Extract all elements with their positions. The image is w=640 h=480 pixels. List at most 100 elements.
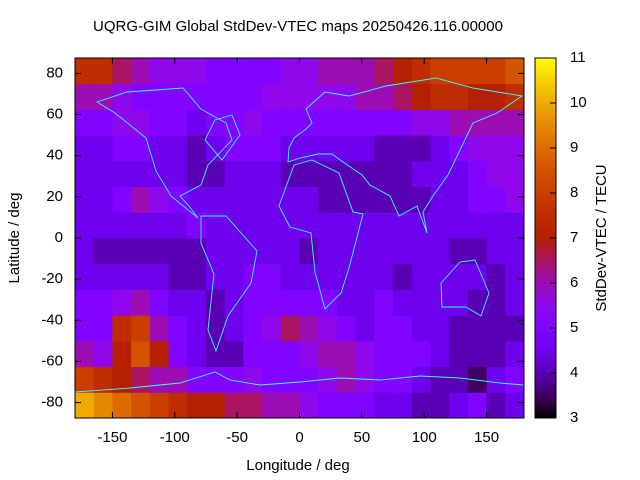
heatmap-cell	[486, 135, 506, 162]
heatmap-cell	[430, 315, 450, 342]
heatmap-cell	[374, 392, 394, 419]
heatmap-cell	[205, 238, 226, 265]
heatmap-cell	[224, 160, 244, 188]
heatmap-cell	[505, 212, 525, 239]
heatmap-cell	[449, 289, 469, 316]
heatmap-cell	[168, 315, 188, 342]
heatmap-cell	[243, 392, 263, 419]
heatmap-cell	[430, 186, 450, 213]
heatmap-cell	[299, 263, 319, 290]
y-tick-label: 60	[46, 106, 63, 123]
heatmap-cell	[262, 340, 282, 368]
heatmap-cell	[374, 340, 394, 368]
heatmap-cell	[393, 366, 413, 393]
heatmap-cell	[112, 160, 132, 188]
heatmap-cell	[393, 263, 413, 290]
heatmap-cell	[262, 212, 282, 239]
heatmap-cell	[280, 392, 300, 419]
heatmap-cell	[449, 58, 469, 85]
heatmap-cell	[149, 263, 170, 290]
colorbar-tick-label: 10	[570, 94, 587, 111]
heatmap-cell	[411, 212, 431, 239]
heatmap-cell	[486, 109, 506, 136]
heatmap-cell	[318, 263, 338, 290]
heatmap-cell	[149, 340, 170, 368]
heatmap-cell	[299, 83, 319, 110]
heatmap-cell	[75, 392, 95, 419]
heatmap-cell	[224, 238, 244, 265]
x-tick-label: 50	[354, 429, 371, 446]
heatmap-cell	[93, 263, 113, 290]
heatmap-cell	[336, 392, 357, 419]
heatmap-cell	[243, 135, 263, 162]
heatmap-cell	[93, 366, 113, 393]
heatmap-cell	[318, 160, 338, 188]
heatmap-cell	[112, 340, 132, 368]
heatmap-cell	[93, 186, 113, 213]
heatmap-cell	[411, 186, 431, 213]
heatmap-cell	[411, 289, 431, 316]
heatmap-cell	[449, 212, 469, 239]
heatmap-cell	[449, 109, 469, 136]
heatmap-cell	[131, 392, 151, 419]
heatmap-cell	[168, 392, 188, 419]
heatmap-cell	[243, 83, 263, 110]
heatmap-cell	[318, 135, 338, 162]
heatmap-cell	[205, 315, 226, 342]
x-tick-label: -50	[226, 429, 248, 446]
heatmap-cell	[486, 366, 506, 393]
heatmap-cell	[93, 289, 113, 316]
heatmap-cell	[374, 315, 394, 342]
heatmap-cell	[243, 58, 263, 85]
heatmap-cell	[486, 186, 506, 213]
heatmap-cell	[205, 186, 226, 213]
heatmap-cell	[486, 289, 506, 316]
heatmap-cell	[149, 212, 170, 239]
heatmap-cell	[355, 238, 375, 265]
heatmap-cell	[187, 238, 207, 265]
heatmap-cell	[112, 289, 132, 316]
heatmap-cell	[112, 392, 132, 419]
heatmap-cell	[224, 263, 244, 290]
heatmap-cell	[505, 135, 525, 162]
heatmap-cell	[262, 315, 282, 342]
heatmap-cell	[112, 212, 132, 239]
heatmap-cell	[93, 109, 113, 136]
coastline	[440, 259, 490, 317]
heatmap-cell	[505, 238, 525, 265]
coastlines	[75, 77, 524, 393]
coastline	[95, 87, 233, 219]
colorbar-tick-label: 4	[570, 364, 578, 381]
heatmap-cell	[262, 109, 282, 136]
heatmap-cell	[224, 392, 244, 419]
heatmap-cell	[355, 340, 375, 368]
heatmap-cell	[205, 340, 226, 368]
heatmap-cell	[299, 109, 319, 136]
heatmap-cell	[318, 315, 338, 342]
heatmap-cell	[486, 58, 506, 85]
heatmap-cell	[243, 289, 263, 316]
heatmap-cell	[299, 58, 319, 85]
heatmap-cell	[280, 340, 300, 368]
x-tick-label: -100	[160, 429, 190, 446]
heatmap-cell	[411, 109, 431, 136]
heatmap-cell	[280, 315, 300, 342]
heatmap-cell	[430, 135, 450, 162]
heatmap-cell	[187, 315, 207, 342]
heatmap-cell	[430, 160, 450, 188]
heatmap-cell	[168, 212, 188, 239]
heatmap-cell	[168, 160, 188, 188]
heatmap-cell	[131, 109, 151, 136]
heatmap-cell	[280, 366, 300, 393]
heatmap-cell	[75, 366, 95, 393]
heatmap-cell	[299, 315, 319, 342]
heatmap-cell	[75, 109, 95, 136]
heatmap-cell	[280, 135, 300, 162]
heatmap-cell	[75, 58, 95, 85]
heatmap-cell	[355, 58, 375, 85]
heatmap-cell	[131, 340, 151, 368]
coastline	[287, 77, 524, 234]
heatmap-cell	[486, 263, 506, 290]
x-axis-label: Longitude / deg	[246, 457, 349, 474]
heatmap-cell	[93, 392, 113, 419]
